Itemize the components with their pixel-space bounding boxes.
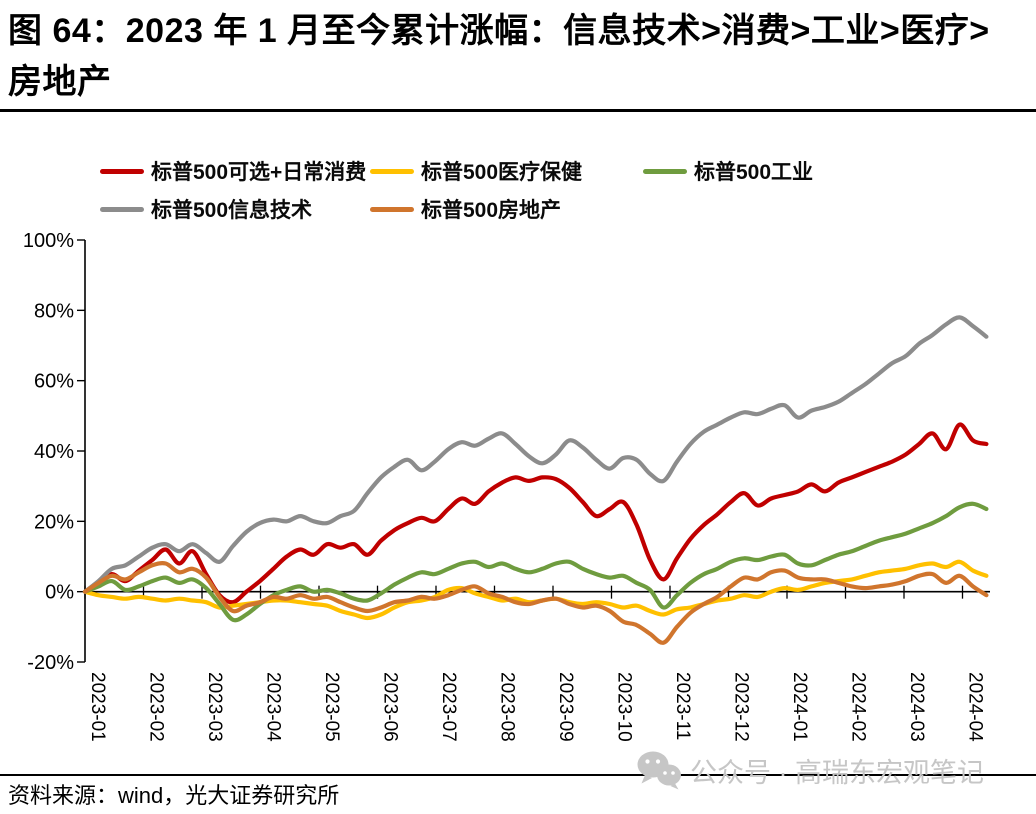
legend-label: 标普500可选+日常消费 (151, 161, 367, 184)
y-tick-label: 60% (34, 371, 74, 393)
legend-swatch (100, 168, 144, 174)
y-tick-label: -20% (27, 652, 74, 674)
title-divider (0, 109, 1036, 112)
x-tick-label: 2023-07 (438, 672, 459, 742)
y-tick-label: 40% (34, 441, 74, 463)
legend-label: 标普500工业 (694, 161, 814, 184)
legend-label: 标普500信息技术 (151, 199, 313, 222)
figure-title: 图 64：2023 年 1 月至今累计涨幅：信息技术>消费>工业>医疗>房地产 (8, 12, 990, 101)
series-line-4 (82, 561, 989, 645)
x-tick-label: 2024-02 (848, 672, 869, 742)
series-line-2 (82, 501, 989, 623)
x-tick-label: 2024-01 (789, 672, 810, 742)
x-tick-label: 2023-02 (146, 672, 167, 742)
legend-swatch (100, 206, 144, 212)
x-tick-label: 2023-09 (555, 672, 576, 742)
y-tick-label: 20% (34, 511, 74, 533)
y-tick-label: 80% (34, 300, 74, 322)
legend-item: 标普500工业 (643, 156, 813, 186)
watermark-text: 公众号 · 高瑞东宏观笔记 (690, 757, 984, 788)
x-tick-label: 2024-03 (906, 672, 927, 742)
x-tick-label: 2023-04 (263, 672, 284, 742)
series-line-3 (82, 315, 989, 594)
legend-label: 标普500房地产 (421, 199, 562, 222)
x-tick-label: 2024-04 (965, 672, 986, 742)
x-tick-label: 2023-06 (380, 672, 401, 742)
y-tick-label: 0% (45, 582, 74, 604)
chart-legend: 标普500可选+日常消费 标普500医疗保健 标普500工业标普500信息技术 标普5… (0, 0, 1036, 230)
legend-item: 标普500可选+日常消费 (100, 156, 366, 186)
legend-swatch (643, 168, 687, 174)
legend-item: 标普500信息技术 (100, 194, 312, 224)
wechat-icon (637, 751, 681, 790)
x-tick-label: 2023-03 (204, 672, 225, 742)
legend-item: 标普500医疗保健 (370, 156, 582, 186)
x-tick-label: 2023-12 (731, 672, 752, 742)
x-tick-label: 2023-11 (672, 672, 693, 740)
y-tick-label: 100% (23, 230, 74, 252)
x-tick-label: 2023-01 (87, 672, 108, 742)
legend-swatch (370, 168, 414, 174)
watermark: 公众号 · 高瑞东宏观笔记 (636, 750, 984, 790)
legend-swatch (370, 206, 414, 212)
x-tick-label: 2023-05 (321, 672, 342, 742)
source-note: 资料来源：wind，光大证券研究所 (8, 783, 340, 808)
legend-label: 标普500医疗保健 (421, 161, 583, 184)
x-tick-label: 2023-08 (497, 672, 518, 742)
series-line-0 (82, 422, 989, 605)
legend-item: 标普500房地产 (370, 194, 561, 224)
source-divider (0, 774, 1036, 776)
x-tick-label: 2023-10 (614, 672, 635, 742)
